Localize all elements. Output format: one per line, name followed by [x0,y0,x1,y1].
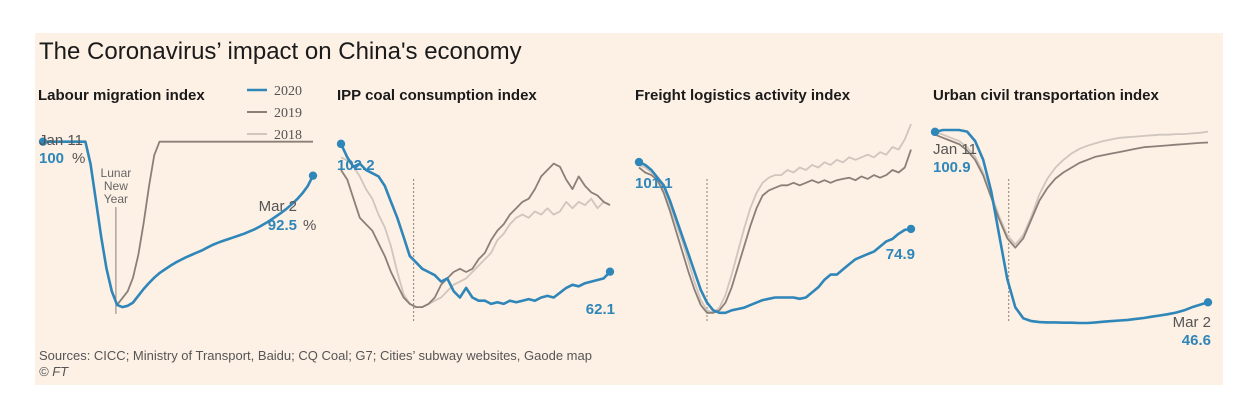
series-line-2019 [116,140,313,306]
end-unit-label: % [303,217,316,234]
series-start-dot [38,137,48,146]
series-line-2020 [934,128,1209,325]
legend-label-2018: 2018 [274,128,302,143]
end-value-label: 46.6 [1182,332,1211,349]
start-unit-label: % [72,150,85,167]
source-note: Sources: CICC; Ministry of Transport, Ba… [39,348,592,363]
legend-label-2020: 2020 [274,84,302,99]
series-line-2019 [934,133,1209,249]
start-value-label: 102.2 [337,157,375,174]
series-line-2019 [340,162,611,308]
series-end-dot [308,171,318,180]
end-date-label: Mar 2 [259,198,297,215]
end-value-label: 62.1 [586,301,615,318]
series-line-2018 [340,156,611,308]
legend-label-2019: 2019 [274,106,302,121]
series-line-2020 [43,140,315,309]
chart-title-urban-transport: Urban civil transportation index [933,87,1159,104]
end-value-label: 74.9 [886,246,915,263]
series-line-2020 [339,143,611,306]
start-value-label: 100 [39,150,64,167]
end-date-label: Mar 2 [1173,314,1211,331]
start-value-label: 101.1 [635,175,673,192]
start-date-label: Jan 11 [39,132,83,149]
chart-title-labour-migration: Labour migration index [38,87,205,104]
credit-note: © FT [39,364,69,379]
series-line-2019 [638,149,912,314]
chart-title-freight-logistics: Freight logistics activity index [635,87,851,104]
series-end-dot [605,267,615,276]
start-date-label: Jan 11 [933,141,977,158]
start-value-label: 100.9 [933,159,971,176]
chart-panel: The Coronavirus’ impact on China's econo… [35,33,1223,385]
series-start-dot [336,139,346,149]
series-line-2018 [934,130,1209,246]
series-end-dot [906,224,916,234]
series-line-2018 [638,123,912,314]
series-start-dot [634,157,644,167]
end-value-label: 92.5 [268,217,297,234]
series-end-dot [1203,298,1213,307]
lunar-new-year-label: Lunar New Year [101,166,132,206]
page-title: The Coronavirus’ impact on China's econo… [39,38,522,65]
series-line-2020 [638,160,912,315]
chart-title-ipp-coal: IPP coal consumption index [337,87,537,104]
series-start-dot [930,127,940,137]
